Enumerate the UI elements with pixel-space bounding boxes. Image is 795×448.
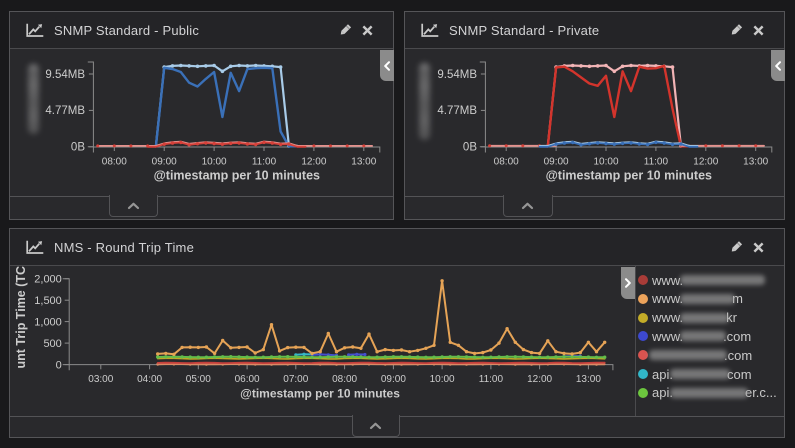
svg-text:0B: 0B — [71, 142, 85, 154]
svg-text:05:00: 05:00 — [186, 374, 211, 385]
svg-text:@timestamp per 10 minutes: @timestamp per 10 minutes — [546, 168, 712, 182]
svg-text:04:00: 04:00 — [137, 374, 162, 385]
svg-text:09:00: 09:00 — [381, 374, 406, 385]
svg-text:11:00: 11:00 — [644, 156, 669, 167]
svg-text:08:00: 08:00 — [102, 156, 127, 167]
svg-text:13:00: 13:00 — [576, 374, 601, 385]
svg-text:10:00: 10:00 — [430, 374, 455, 385]
svg-text:4.77MB: 4.77MB — [45, 105, 85, 117]
svg-text:11:00: 11:00 — [252, 156, 277, 167]
svg-text:12:00: 12:00 — [301, 156, 326, 167]
svg-text:13:00: 13:00 — [351, 156, 376, 167]
svg-text:07:00: 07:00 — [283, 374, 308, 385]
svg-text:12:00: 12:00 — [693, 156, 718, 167]
svg-text:unt Trip Time (TC: unt Trip Time (TC — [14, 266, 28, 369]
svg-text:0: 0 — [56, 359, 62, 371]
svg-text:10:00: 10:00 — [202, 156, 227, 167]
svg-text:08:00: 08:00 — [332, 374, 357, 385]
svg-text:1,500: 1,500 — [34, 295, 62, 307]
svg-text:12:00: 12:00 — [527, 374, 552, 385]
svg-text:2,000: 2,000 — [34, 274, 62, 286]
svg-text:09:00: 09:00 — [152, 156, 177, 167]
svg-text:08:00: 08:00 — [494, 156, 519, 167]
svg-text:0B: 0B — [463, 142, 477, 154]
svg-text:@timestamp per 10 minutes: @timestamp per 10 minutes — [240, 387, 400, 401]
svg-text:13:00: 13:00 — [743, 156, 768, 167]
svg-text:9.54MB: 9.54MB — [45, 69, 85, 81]
svg-text:06:00: 06:00 — [235, 374, 260, 385]
svg-text:@timestamp per 10 minutes: @timestamp per 10 minutes — [154, 168, 320, 182]
svg-text:500: 500 — [43, 338, 61, 350]
svg-text:10:00: 10:00 — [593, 156, 618, 167]
svg-text:09:00: 09:00 — [544, 156, 569, 167]
svg-text:9.54MB: 9.54MB — [437, 69, 477, 81]
svg-text:4.77MB: 4.77MB — [437, 105, 477, 117]
svg-text:03:00: 03:00 — [88, 374, 113, 385]
svg-text:1,000: 1,000 — [34, 316, 62, 328]
svg-text:11:00: 11:00 — [479, 374, 504, 385]
